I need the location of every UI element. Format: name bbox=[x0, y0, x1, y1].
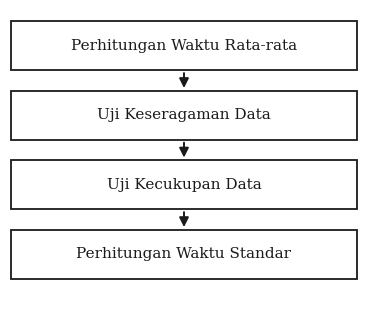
Bar bbox=[11, 230, 357, 279]
Bar bbox=[11, 91, 357, 140]
Bar bbox=[11, 161, 357, 210]
Text: Perhitungan Waktu Standar: Perhitungan Waktu Standar bbox=[77, 247, 291, 261]
Text: Uji Keseragaman Data: Uji Keseragaman Data bbox=[97, 108, 271, 122]
Bar bbox=[11, 21, 357, 70]
Text: Uji Kecukupan Data: Uji Kecukupan Data bbox=[107, 178, 261, 192]
Text: Perhitungan Waktu Rata-rata: Perhitungan Waktu Rata-rata bbox=[71, 39, 297, 53]
